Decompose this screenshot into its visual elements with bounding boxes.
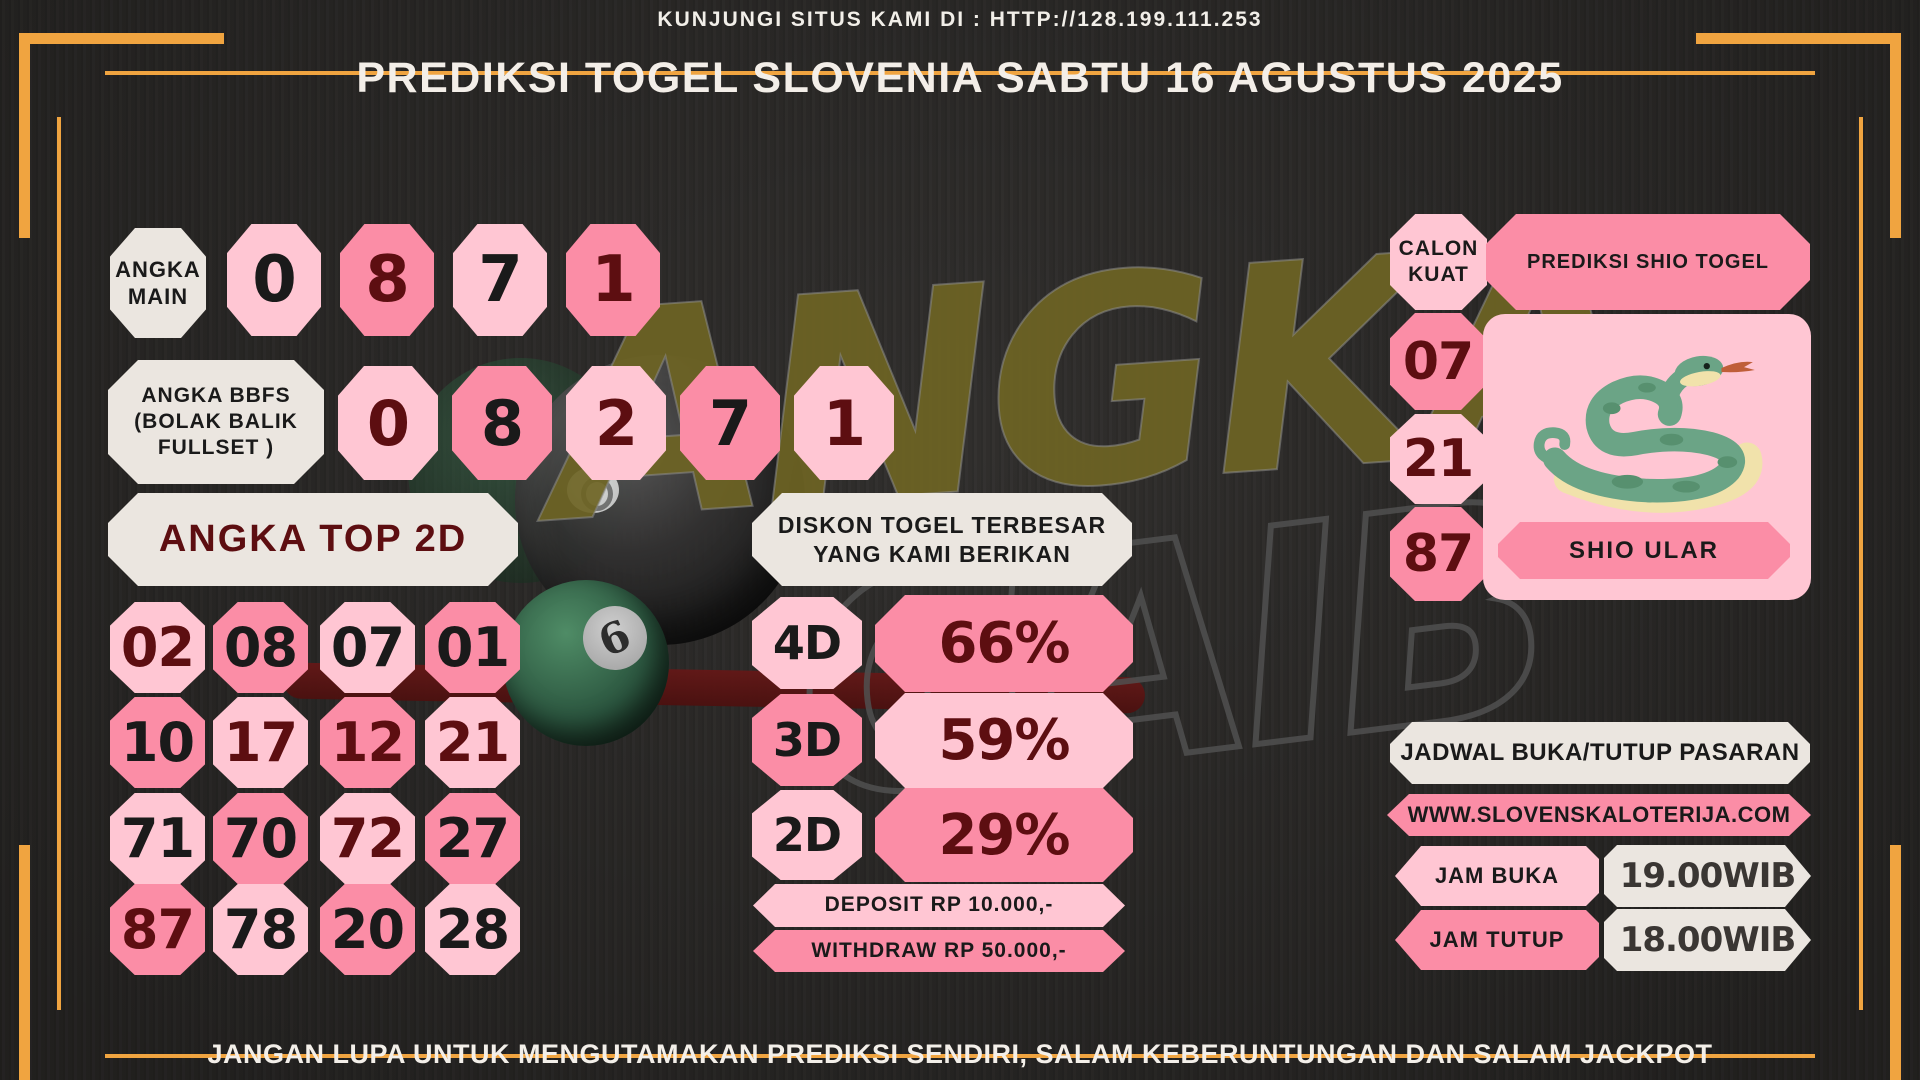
angka-main-label-line1: ANGKA bbox=[115, 256, 201, 282]
billiard-ball-6-icon: 6 bbox=[503, 580, 669, 746]
diskon-3d-value: 59% bbox=[875, 693, 1133, 788]
frame-inner-right-line bbox=[1859, 117, 1863, 1010]
angka-main-label: ANGKA MAIN bbox=[110, 228, 206, 338]
calon-kuat-line2: KUAT bbox=[1408, 263, 1469, 286]
frame-inner-left-line bbox=[57, 117, 61, 1010]
jadwal-header: JADWAL BUKA/TUTUP PASARAN bbox=[1390, 722, 1810, 784]
top2d-cell-72: 72 bbox=[320, 793, 415, 884]
shio-number-21: 21 bbox=[1390, 414, 1486, 504]
snake-illustration bbox=[1533, 355, 1763, 513]
top2d-cell-08: 08 bbox=[213, 602, 308, 693]
top2d-cell-12: 12 bbox=[320, 697, 415, 788]
top2d-cell-01: 01 bbox=[425, 602, 520, 693]
diskon-4d-label: 4D bbox=[752, 597, 862, 689]
bbfs-digit-2: 8 bbox=[452, 366, 552, 480]
bbfs-label-line1: ANGKA BBFS bbox=[141, 383, 291, 407]
top2d-cell-78: 78 bbox=[213, 884, 308, 975]
shio-number-07: 07 bbox=[1390, 313, 1486, 410]
top2d-cell-20: 20 bbox=[320, 884, 415, 975]
frame-bottomright-vertical bbox=[1890, 845, 1901, 1080]
frame-topleft-horizontal bbox=[19, 33, 224, 44]
angka-main-digit-2: 8 bbox=[340, 224, 434, 336]
bbfs-label-line2: (BOLAK BALIK bbox=[134, 409, 298, 433]
diskon-3d-label: 3D bbox=[752, 694, 862, 786]
top2d-cell-28: 28 bbox=[425, 884, 520, 975]
diskon-header: DISKON TOGEL TERBESAR YANG KAMI BERIKAN bbox=[752, 493, 1132, 586]
website-banner[interactable]: WWW.SLOVENSKALOTERIJA.COM bbox=[1387, 794, 1811, 836]
calon-kuat-label: CALON KUAT bbox=[1390, 214, 1487, 310]
bbfs-digit-3: 2 bbox=[566, 366, 666, 480]
page-title: PREDIKSI TOGEL SLOVENIA SABTU 16 AGUSTUS… bbox=[356, 54, 1564, 102]
angka-main-label-line2: MAIN bbox=[127, 284, 189, 309]
ball6-number: 6 bbox=[591, 609, 639, 667]
frame-bottomleft-vertical bbox=[19, 845, 30, 1080]
frame-inner-bottom-line bbox=[105, 1054, 1815, 1058]
ball-number-badge: 6 bbox=[574, 597, 656, 679]
top2d-cell-07: 07 bbox=[320, 602, 415, 693]
top2d-cell-17: 17 bbox=[213, 697, 308, 788]
bbfs-digit-4: 7 bbox=[680, 366, 780, 480]
footer-note: JANGAN LUPA UNTUK MENGUTAMAKAN PREDIKSI … bbox=[207, 1039, 1713, 1069]
bbfs-label-line3: FULLSET ) bbox=[157, 436, 275, 460]
bbfs-digit-5: 1 bbox=[794, 366, 894, 480]
diskon-header-line2: YANG KAMI BERIKAN bbox=[813, 540, 1071, 567]
jam-tutup-label: JAM TUTUP bbox=[1395, 910, 1599, 970]
frame-inner-top-line bbox=[105, 71, 1815, 75]
withdraw-banner: WITHDRAW RP 50.000,- bbox=[753, 930, 1125, 972]
top2d-cell-87: 87 bbox=[110, 884, 205, 975]
frame-topleft-vertical bbox=[19, 33, 30, 238]
calon-kuat-line1: CALON bbox=[1398, 236, 1479, 260]
diskon-2d-value: 29% bbox=[875, 788, 1133, 882]
top2d-title: ANGKA TOP 2D bbox=[108, 493, 518, 586]
bbfs-digit-1: 0 bbox=[338, 366, 438, 480]
top2d-cell-70: 70 bbox=[213, 793, 308, 884]
diskon-2d-label: 2D bbox=[752, 790, 862, 880]
top2d-cell-02: 02 bbox=[110, 602, 205, 693]
prediksi-shio-header: PREDIKSI SHIO TOGEL bbox=[1486, 214, 1810, 310]
diskon-header-line1: DISKON TOGEL TERBESAR bbox=[777, 511, 1107, 538]
jam-buka-label: JAM BUKA bbox=[1395, 846, 1599, 906]
angka-main-digit-4: 1 bbox=[566, 224, 660, 336]
bbfs-label: ANGKA BBFS (BOLAK BALIK FULLSET ) bbox=[108, 360, 324, 484]
site-url[interactable]: KUNJUNGI SITUS KAMI DI : HTTP://128.199.… bbox=[657, 8, 1263, 31]
top2d-cell-21: 21 bbox=[425, 697, 520, 788]
top2d-cell-71: 71 bbox=[110, 793, 205, 884]
angka-main-digit-1: 0 bbox=[227, 224, 321, 336]
top2d-cell-27: 27 bbox=[425, 793, 520, 884]
top2d-cell-10: 10 bbox=[110, 697, 205, 788]
frame-topright-vertical bbox=[1890, 33, 1901, 238]
deposit-banner: DEPOSIT RP 10.000,- bbox=[753, 884, 1125, 927]
frame-topright-horizontal bbox=[1696, 33, 1901, 44]
jam-tutup-value: 18.00WIB bbox=[1604, 909, 1811, 971]
diskon-4d-value: 66% bbox=[875, 595, 1133, 692]
angka-main-digit-3: 7 bbox=[453, 224, 547, 336]
jam-buka-value: 19.00WIB bbox=[1604, 845, 1811, 907]
shio-number-87: 87 bbox=[1390, 507, 1486, 601]
shio-ular-banner: SHIO ULAR bbox=[1498, 522, 1790, 579]
